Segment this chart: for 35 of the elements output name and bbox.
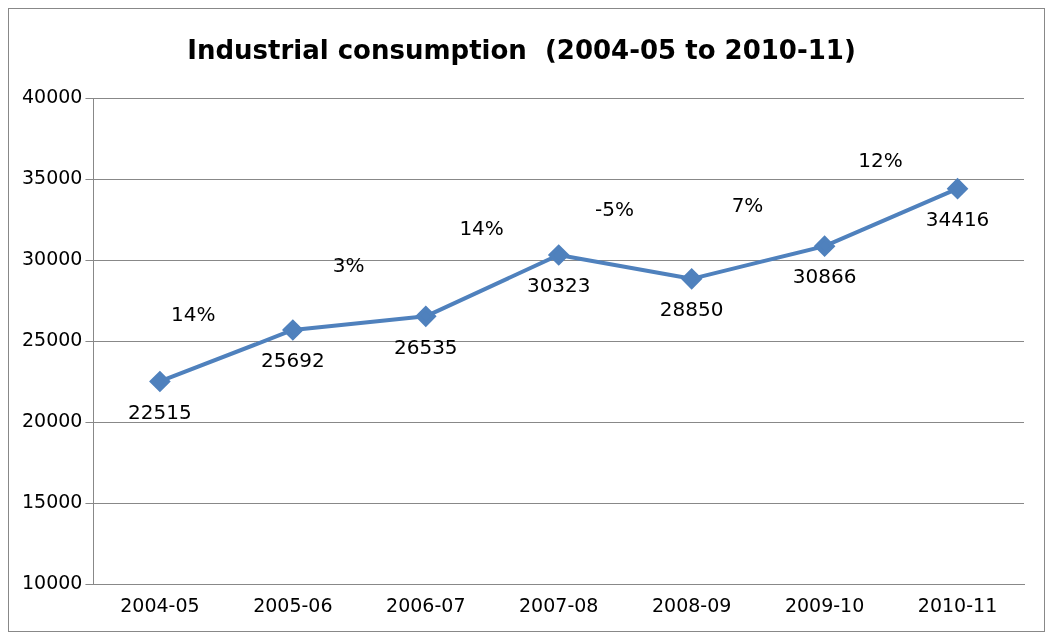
data-label: 30323 (526, 273, 591, 298)
point (149, 371, 170, 392)
point (814, 236, 835, 257)
x-tick-label: 2008-09 (651, 593, 732, 616)
annotation: 3% (332, 253, 365, 278)
data-label: 26535 (393, 334, 458, 359)
point (681, 268, 702, 289)
y-tick-label: 25000 (21, 328, 83, 351)
x-tick-label: 2010-11 (917, 593, 998, 616)
x-tick-label: 2007-08 (519, 593, 599, 616)
annotation: -5% (595, 197, 635, 222)
y-tick-label: 20000 (21, 409, 83, 432)
y-tick-label: 35000 (21, 166, 83, 189)
y-tick-label: 40000 (21, 85, 83, 108)
x-tick-label: 2005-06 (253, 593, 333, 616)
y-tick-label: 15000 (21, 490, 83, 513)
data-label: 30866 (792, 264, 857, 289)
point (415, 306, 436, 327)
annotation: 7% (731, 192, 764, 217)
x-tick-label: 2004-05 (120, 593, 200, 616)
y-tick-label: 30000 (21, 247, 83, 270)
data-label: 28850 (659, 297, 724, 322)
annotation: 14% (170, 301, 216, 326)
x-tick-label: 2009-10 (784, 593, 865, 616)
chart-title: Industrial consumption (2004-05 to 2010-11) (187, 35, 856, 66)
y-tick-label: 10000 (21, 571, 83, 594)
point (282, 319, 303, 340)
data-label: 22515 (128, 399, 192, 424)
point (548, 244, 569, 265)
data-label: 25692 (261, 348, 325, 373)
annotation: 12% (858, 147, 903, 172)
point (947, 178, 968, 199)
data-label: 34416 (925, 206, 990, 231)
x-tick-label: 2006-07 (386, 593, 466, 616)
annotation: 14% (459, 215, 504, 240)
